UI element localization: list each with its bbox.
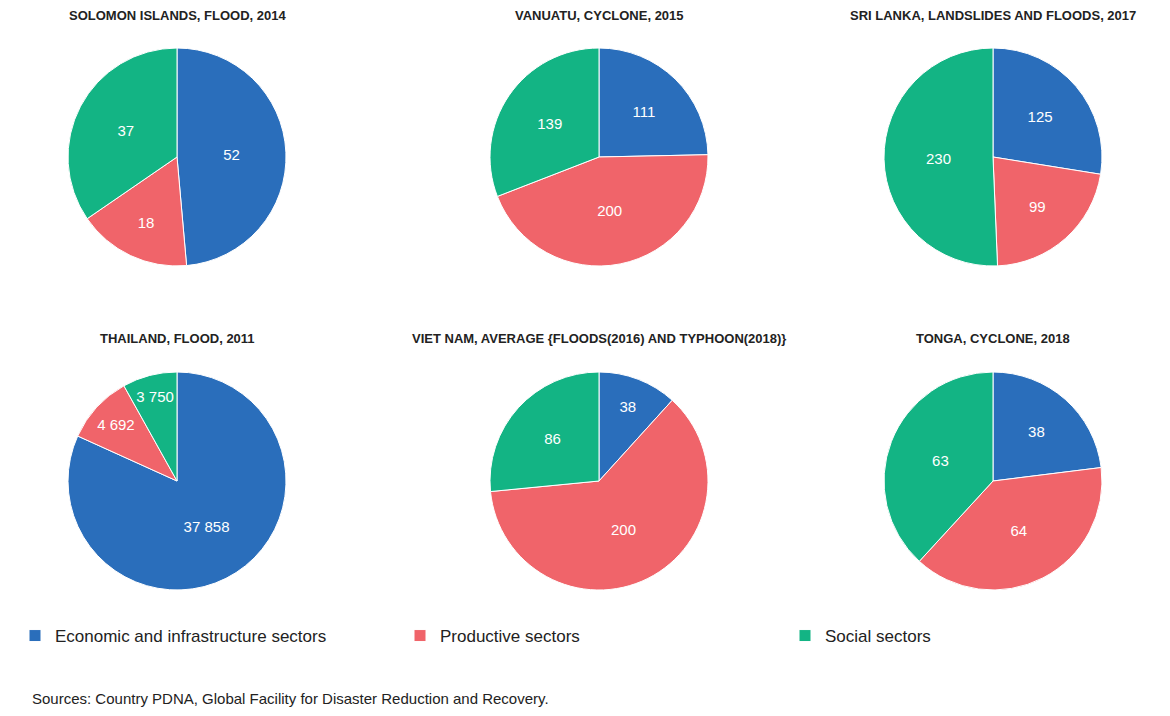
svg-text:THAILAND, FLOOD, 2011: THAILAND, FLOOD, 2011 bbox=[100, 331, 255, 346]
svg-text:139: 139 bbox=[537, 115, 562, 132]
svg-text:SRI LANKA, LANDSLIDES AND FLOO: SRI LANKA, LANDSLIDES AND FLOODS, 2017 bbox=[850, 8, 1136, 23]
svg-text:Sources: Country PDNA, Global: Sources: Country PDNA, Global Facility f… bbox=[32, 690, 549, 707]
svg-text:63: 63 bbox=[932, 452, 949, 469]
svg-text:VANUATU, CYCLONE, 2015: VANUATU, CYCLONE, 2015 bbox=[515, 8, 684, 23]
svg-text:125: 125 bbox=[1028, 108, 1053, 125]
svg-text:TONGA, CYCLONE, 2018: TONGA, CYCLONE, 2018 bbox=[916, 331, 1070, 346]
svg-text:99: 99 bbox=[1029, 198, 1046, 215]
svg-text:Economic and infrastructure se: Economic and infrastructure sectors bbox=[55, 627, 326, 646]
svg-text:38: 38 bbox=[620, 398, 637, 415]
svg-text:Social sectors: Social sectors bbox=[825, 627, 931, 646]
svg-text:37 858: 37 858 bbox=[184, 518, 230, 535]
svg-text:3 750: 3 750 bbox=[136, 388, 174, 405]
svg-text:86: 86 bbox=[544, 430, 561, 447]
svg-text:230: 230 bbox=[926, 150, 951, 167]
svg-text:18: 18 bbox=[138, 214, 155, 231]
svg-text:4 692: 4 692 bbox=[97, 416, 135, 433]
svg-text:200: 200 bbox=[597, 202, 622, 219]
svg-text:52: 52 bbox=[223, 146, 240, 163]
svg-text:SOLOMON ISLANDS, FLOOD, 2014: SOLOMON ISLANDS, FLOOD, 2014 bbox=[69, 8, 286, 23]
svg-text:37: 37 bbox=[117, 122, 134, 139]
svg-text:Productive sectors: Productive sectors bbox=[440, 627, 580, 646]
svg-text:64: 64 bbox=[1010, 522, 1027, 539]
svg-text:111: 111 bbox=[632, 103, 655, 120]
svg-text:38: 38 bbox=[1028, 423, 1045, 440]
svg-text:VIET NAM, AVERAGE {FLOODS(2016: VIET NAM, AVERAGE {FLOODS(2016) AND TYPH… bbox=[412, 331, 786, 346]
svg-text:200: 200 bbox=[611, 521, 636, 538]
